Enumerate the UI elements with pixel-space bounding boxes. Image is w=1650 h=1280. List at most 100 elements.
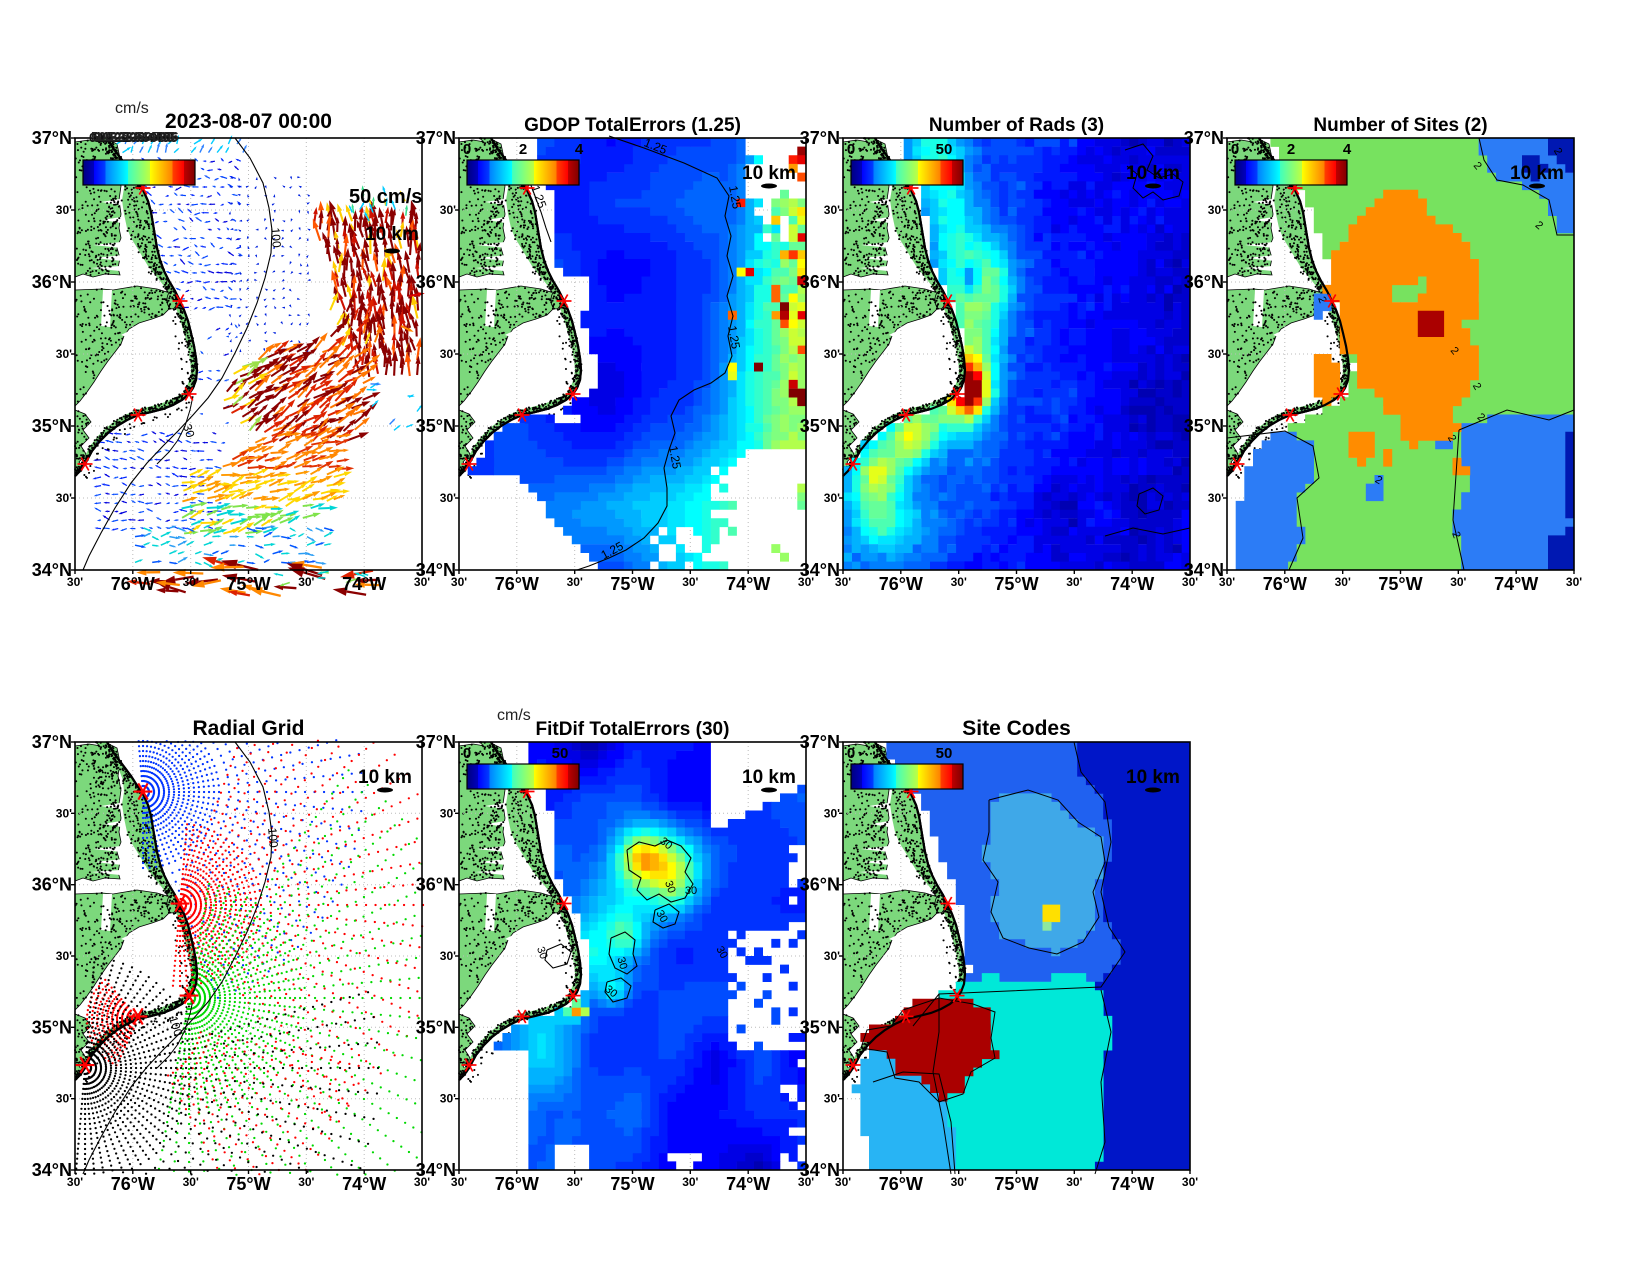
svg-text:50: 50 bbox=[552, 745, 569, 762]
svg-text:4: 4 bbox=[575, 141, 584, 158]
svg-text:FitDif TotalErrors (30): FitDif TotalErrors (30) bbox=[536, 719, 730, 740]
svg-text:30: 30 bbox=[653, 908, 670, 925]
svg-text:1.25: 1.25 bbox=[725, 325, 743, 351]
svg-text:2023-08-07 00:00: 2023-08-07 00:00 bbox=[165, 110, 332, 133]
svg-text:Number of Rads (3): Number of Rads (3) bbox=[929, 115, 1104, 136]
svg-text:GDOP TotalErrors (1.25): GDOP TotalErrors (1.25) bbox=[524, 115, 741, 136]
svg-text:30': 30' bbox=[1182, 575, 1198, 589]
svg-text:30': 30' bbox=[440, 491, 456, 505]
svg-text:0: 0 bbox=[847, 141, 855, 158]
svg-text:34°N: 34°N bbox=[1184, 560, 1224, 580]
svg-text:74°W: 74°W bbox=[726, 1174, 770, 1194]
svg-text:4: 4 bbox=[1343, 141, 1352, 158]
svg-text:2: 2 bbox=[1449, 530, 1462, 540]
svg-text:10 km: 10 km bbox=[1126, 163, 1180, 184]
svg-text:0: 0 bbox=[463, 141, 471, 158]
svg-text:50: 50 bbox=[936, 745, 953, 762]
svg-text:30': 30' bbox=[56, 949, 72, 963]
svg-text:30': 30' bbox=[951, 575, 967, 589]
svg-text:50 cm/s: 50 cm/s bbox=[349, 186, 422, 208]
svg-text:75°W: 75°W bbox=[994, 574, 1038, 594]
svg-text:74°W: 74°W bbox=[726, 574, 770, 594]
svg-text:34°N: 34°N bbox=[416, 1160, 456, 1180]
svg-text:34°N: 34°N bbox=[800, 1160, 840, 1180]
svg-text:76°W: 76°W bbox=[111, 574, 155, 594]
svg-text:37°N: 37°N bbox=[416, 128, 456, 148]
svg-text:30': 30' bbox=[835, 575, 851, 589]
svg-text:30: 30 bbox=[615, 956, 630, 971]
svg-text:30': 30' bbox=[56, 1092, 72, 1106]
svg-text:35°N: 35°N bbox=[800, 1017, 840, 1037]
svg-text:35°N: 35°N bbox=[416, 416, 456, 436]
svg-text:0 5 1015202530354045505: 0 5 1015202530354045505 bbox=[89, 130, 177, 145]
svg-text:75°W: 75°W bbox=[226, 574, 270, 594]
svg-text:cm/s: cm/s bbox=[115, 100, 149, 117]
svg-text:35°N: 35°N bbox=[800, 416, 840, 436]
svg-text:30': 30' bbox=[567, 575, 583, 589]
svg-text:10 km: 10 km bbox=[1126, 767, 1180, 788]
svg-text:35°N: 35°N bbox=[32, 416, 72, 436]
svg-text:75°W: 75°W bbox=[610, 1174, 654, 1194]
svg-text:30': 30' bbox=[951, 1175, 967, 1189]
svg-text:30': 30' bbox=[451, 1175, 467, 1189]
svg-text:Number of Sites (2): Number of Sites (2) bbox=[1313, 115, 1487, 136]
svg-text:75°W: 75°W bbox=[610, 574, 654, 594]
svg-text:37°N: 37°N bbox=[32, 128, 72, 148]
svg-text:30': 30' bbox=[824, 949, 840, 963]
svg-text:30': 30' bbox=[682, 1175, 698, 1189]
svg-text:30': 30' bbox=[682, 575, 698, 589]
svg-text:30': 30' bbox=[824, 203, 840, 217]
svg-text:2: 2 bbox=[519, 141, 527, 158]
svg-text:75°W: 75°W bbox=[226, 1174, 270, 1194]
svg-text:100: 100 bbox=[166, 1014, 186, 1038]
svg-text:34°N: 34°N bbox=[32, 1160, 72, 1180]
svg-text:30': 30' bbox=[414, 1175, 430, 1189]
svg-text:2: 2 bbox=[1315, 295, 1328, 305]
svg-text:2: 2 bbox=[1551, 146, 1564, 157]
svg-text:35°N: 35°N bbox=[416, 1017, 456, 1037]
svg-text:30': 30' bbox=[56, 203, 72, 217]
svg-text:1.25: 1.25 bbox=[726, 185, 744, 211]
svg-text:cm/s: cm/s bbox=[497, 707, 531, 724]
svg-text:30: 30 bbox=[685, 885, 697, 897]
svg-text:74°W: 74°W bbox=[1494, 574, 1538, 594]
svg-text:30': 30' bbox=[1219, 575, 1235, 589]
svg-text:10 km: 10 km bbox=[358, 767, 412, 788]
svg-text:10 km: 10 km bbox=[742, 767, 796, 788]
svg-text:30': 30' bbox=[835, 1175, 851, 1189]
svg-text:30': 30' bbox=[440, 347, 456, 361]
svg-text:34°N: 34°N bbox=[32, 560, 72, 580]
svg-text:30': 30' bbox=[56, 806, 72, 820]
svg-text:10 km: 10 km bbox=[1510, 163, 1564, 184]
svg-text:36°N: 36°N bbox=[32, 272, 72, 292]
svg-text:36°N: 36°N bbox=[416, 875, 456, 895]
svg-text:0: 0 bbox=[847, 745, 855, 762]
svg-text:100: 100 bbox=[268, 227, 284, 248]
svg-text:5101520253035404550556: 5101520253035404550556 bbox=[91, 129, 178, 144]
svg-text:2: 2 bbox=[1287, 141, 1295, 158]
svg-text:37°N: 37°N bbox=[1184, 128, 1224, 148]
svg-text:30': 30' bbox=[798, 1175, 814, 1189]
svg-text:76°W: 76°W bbox=[879, 1174, 923, 1194]
svg-text:30': 30' bbox=[1066, 1175, 1082, 1189]
svg-text:36°N: 36°N bbox=[32, 875, 72, 895]
svg-text:30': 30' bbox=[298, 575, 314, 589]
svg-text:30': 30' bbox=[56, 347, 72, 361]
svg-text:30': 30' bbox=[67, 575, 83, 589]
svg-text:30': 30' bbox=[183, 575, 199, 589]
svg-text:37°N: 37°N bbox=[32, 732, 72, 752]
svg-text:76°W: 76°W bbox=[495, 574, 539, 594]
svg-text:34°N: 34°N bbox=[800, 560, 840, 580]
svg-text:30': 30' bbox=[1208, 203, 1224, 217]
svg-text:75°W: 75°W bbox=[1378, 574, 1422, 594]
svg-text:30': 30' bbox=[824, 806, 840, 820]
svg-text:30': 30' bbox=[183, 1175, 199, 1189]
svg-text:30': 30' bbox=[1208, 491, 1224, 505]
svg-text:74°W: 74°W bbox=[342, 574, 386, 594]
svg-text:Site Codes: Site Codes bbox=[962, 717, 1071, 740]
svg-text:30': 30' bbox=[1208, 347, 1224, 361]
svg-text:37°N: 37°N bbox=[800, 732, 840, 752]
svg-text:30': 30' bbox=[1182, 1175, 1198, 1189]
svg-text:30: 30 bbox=[713, 944, 730, 961]
svg-text:30': 30' bbox=[440, 1092, 456, 1106]
